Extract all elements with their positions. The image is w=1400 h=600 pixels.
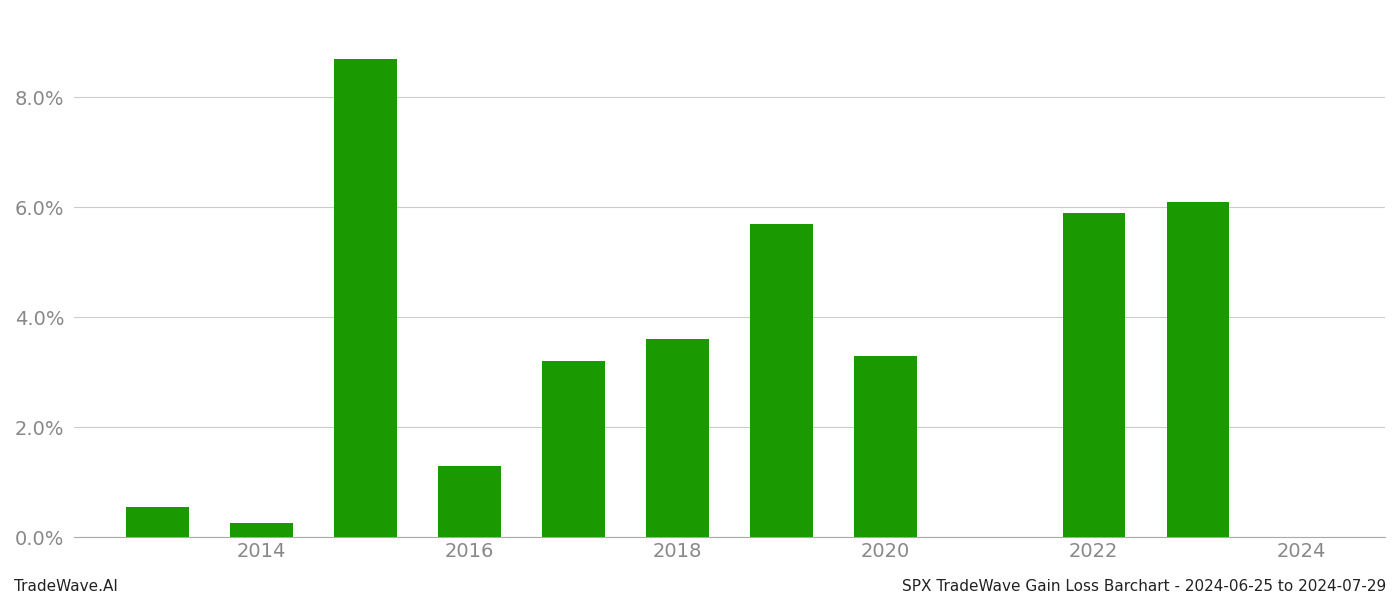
Bar [1063, 213, 1126, 537]
Bar [542, 361, 605, 537]
Bar [126, 507, 189, 537]
Bar [750, 224, 813, 537]
Bar [854, 356, 917, 537]
Text: SPX TradeWave Gain Loss Barchart - 2024-06-25 to 2024-07-29: SPX TradeWave Gain Loss Barchart - 2024-… [902, 579, 1386, 594]
Text: TradeWave.AI: TradeWave.AI [14, 579, 118, 594]
Bar [647, 339, 708, 537]
Bar [230, 523, 293, 537]
Bar [438, 466, 501, 537]
Bar [1166, 202, 1229, 537]
Bar [335, 59, 396, 537]
